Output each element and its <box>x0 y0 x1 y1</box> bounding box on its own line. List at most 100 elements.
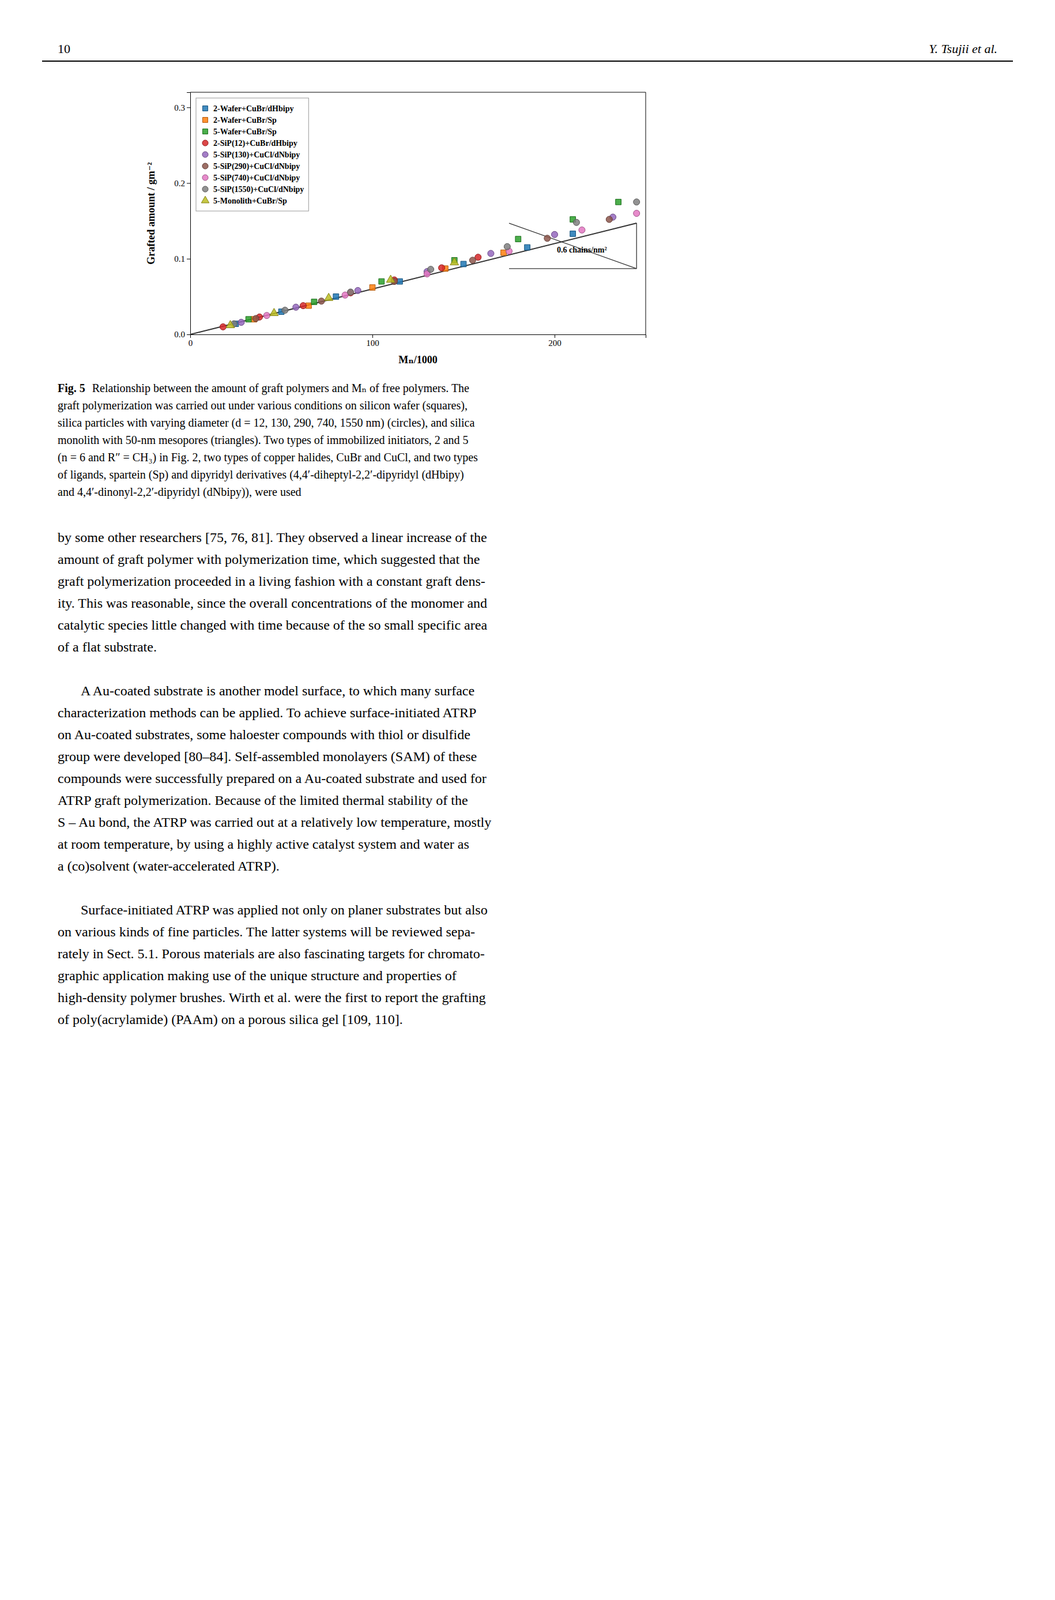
x-axis: 0100200 <box>188 334 647 348</box>
body-line: Surface-initiated ATRP was applied not o… <box>80 902 488 918</box>
frame <box>190 92 646 93</box>
legend-label: 2-SiP(12)+CuBr/dHbipy <box>213 138 298 149</box>
legend-label: 5-Wafer+CuBr/Sp <box>213 127 277 137</box>
series <box>232 231 576 327</box>
tick: 200 <box>548 334 562 348</box>
body-line: ity. This was reasonable, since the over… <box>57 595 488 611</box>
caption-line: (n = 6 and R″ = CH₃) in Fig. 2, two type… <box>57 450 478 465</box>
point <box>354 287 361 294</box>
body-line: S – Au bond, the ATRP was carried out at… <box>57 814 492 830</box>
point <box>238 319 245 326</box>
body-line: amount of graft polymer with polymerizat… <box>57 551 481 567</box>
point <box>551 231 559 238</box>
point <box>633 210 640 217</box>
y-axis-title: Grafted amount / gm⁻² <box>145 161 157 265</box>
tick: 0.1 <box>174 254 191 264</box>
tick-label: 0 <box>188 338 194 348</box>
legend: 2-Wafer+CuBr/dHbipy 2-Wafer+CuBr/Sp 5-Wafe… <box>196 98 309 211</box>
point <box>450 257 459 266</box>
legend-label: 2-Wafer+CuBr/Sp <box>213 115 277 125</box>
series <box>219 254 481 331</box>
legend-label: 2-Wafer+CuBr/dHbipy <box>213 104 294 113</box>
legend-label: 5-SiP(740)+CuCl/dNbipy <box>213 173 300 183</box>
caption: Fig. 5Relationship between the amount of… <box>57 381 478 499</box>
tick-mark <box>186 107 191 108</box>
caption-line: monolith with 50-nm mesopores (triangles… <box>57 433 469 447</box>
tick: 0.3 <box>174 103 191 113</box>
body-line: graft polymerization proceeded in a livi… <box>57 573 486 589</box>
legend-label: 5-SiP(130)+CuCl/dNbipy <box>213 150 300 160</box>
point <box>633 198 640 206</box>
point <box>500 249 507 256</box>
legend-marker <box>202 163 209 169</box>
caption-line: and 4,4′-dinonyl-2,2′-dipyridyl (dNbipy)… <box>57 485 302 499</box>
tick: 0.0 <box>174 329 191 339</box>
point <box>219 323 226 330</box>
body-line: of poly(acrylamide) (PAAm) on a porous s… <box>57 1011 403 1027</box>
series <box>251 249 507 322</box>
frame <box>645 92 647 335</box>
body-line: group were developed [80–84]. Self-assem… <box>57 748 477 764</box>
point <box>460 261 467 267</box>
fit-line <box>190 223 637 335</box>
body-line: compounds were successfully prepared on … <box>57 770 487 786</box>
tick-mark <box>554 334 556 338</box>
point <box>333 294 339 300</box>
page-number: 10 <box>57 41 71 56</box>
body-line: on Au-coated substrates, some haloester … <box>57 726 471 742</box>
body-line: graphic application making use of the un… <box>57 967 457 983</box>
tick-label: 0.3 <box>174 103 186 113</box>
legend-marker <box>202 106 209 112</box>
caption-line: Fig. 5Relationship between the amount of… <box>57 381 470 395</box>
tick-label: 200 <box>548 338 562 348</box>
x-axis-title: Mₙ/1000 <box>398 353 437 366</box>
caption-line: silica particles with varying diameter (… <box>57 416 475 430</box>
point <box>269 308 279 316</box>
body-line: high-density polymer brushes. Wirth et a… <box>57 989 486 1005</box>
legend-box <box>196 98 309 211</box>
body-line: catalytic species little changed with ti… <box>57 617 488 633</box>
caption-label: Fig. 5 <box>57 381 86 395</box>
point <box>573 219 580 226</box>
series <box>252 216 613 322</box>
axis-line <box>186 92 191 335</box>
tick-label: 0.1 <box>174 254 186 264</box>
legend-marker <box>202 129 209 135</box>
series <box>225 257 459 329</box>
point <box>299 302 307 310</box>
point <box>515 236 522 243</box>
tick-label: 0.0 <box>174 329 186 339</box>
legend-marker <box>202 186 209 192</box>
tick-mark <box>186 183 191 184</box>
point <box>369 284 376 291</box>
marks <box>190 198 640 335</box>
series <box>263 210 640 319</box>
slope-triangle <box>636 223 638 269</box>
point <box>292 303 300 311</box>
point <box>438 264 446 271</box>
point <box>544 235 551 242</box>
body-line: at room temperature, by using a highly a… <box>57 836 470 852</box>
annotation: 0.6 chains/nm² <box>556 245 608 255</box>
point <box>263 312 270 319</box>
legend-marker <box>202 117 209 123</box>
legend-label: 5-SiP(1550)+CuCl/dNbipy <box>213 185 304 195</box>
point <box>318 298 325 305</box>
body-line: A Au-coated substrate is another model s… <box>80 683 475 699</box>
legend-label: 5-SiP(290)+CuCl/dNbipy <box>213 161 300 172</box>
body-line: on various kinds of fine particles. The … <box>57 924 476 940</box>
y-axis: 0.0 0.1 0.2 0.3 <box>174 92 191 340</box>
axis-line <box>190 334 647 339</box>
tick-label: 0.2 <box>174 178 186 188</box>
tick-mark <box>372 334 373 338</box>
body-line: characterization methods can be applied.… <box>57 705 477 721</box>
legend-marker <box>202 151 209 158</box>
tick: 0.2 <box>174 178 191 188</box>
series <box>230 198 640 327</box>
point <box>386 274 395 283</box>
point <box>281 307 289 314</box>
point <box>324 292 334 301</box>
series <box>238 213 617 326</box>
point <box>487 250 495 257</box>
point <box>245 316 252 323</box>
